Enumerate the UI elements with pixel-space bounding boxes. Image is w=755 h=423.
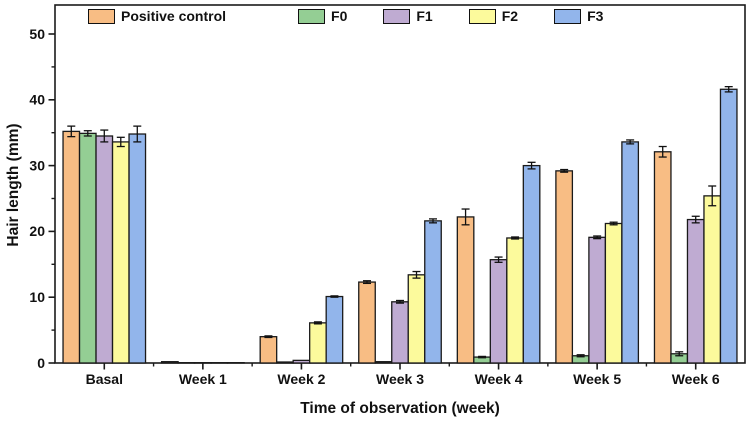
bar bbox=[62, 130, 81, 364]
bar bbox=[456, 216, 475, 364]
positive-control-swatch bbox=[88, 8, 115, 24]
bar bbox=[555, 170, 574, 364]
f0-label: F0 bbox=[331, 8, 348, 24]
positive-control-label: Positive control bbox=[121, 8, 227, 24]
bar bbox=[604, 222, 623, 364]
bar bbox=[276, 361, 294, 364]
x-tick-label: Week 5 bbox=[573, 371, 621, 387]
bar bbox=[259, 336, 278, 364]
bar bbox=[506, 237, 524, 364]
bar bbox=[292, 359, 311, 364]
bar bbox=[358, 281, 376, 364]
f2-label: F2 bbox=[501, 8, 519, 24]
legend-item-f3: F3 bbox=[554, 8, 604, 24]
bar bbox=[95, 135, 114, 364]
bar bbox=[111, 141, 130, 364]
legend-item-f0: F0 bbox=[298, 8, 348, 24]
y-tick-label: 30 bbox=[29, 157, 45, 173]
f1-label: F1 bbox=[416, 8, 433, 24]
bar bbox=[424, 220, 442, 364]
f2-swatch bbox=[468, 8, 496, 24]
f3-label: F3 bbox=[587, 8, 604, 24]
bar bbox=[128, 133, 147, 364]
bar bbox=[391, 301, 409, 364]
bar bbox=[522, 164, 541, 364]
y-tick-label: 20 bbox=[29, 223, 45, 239]
chart-legend: Positive control F0 F1 F2 F3 bbox=[88, 6, 639, 26]
x-tick-label: Week 1 bbox=[179, 371, 227, 387]
legend-item-f1: F1 bbox=[383, 8, 433, 24]
bar bbox=[621, 141, 640, 364]
bar bbox=[653, 151, 672, 364]
x-tick-label: Basal bbox=[86, 371, 123, 387]
bar bbox=[160, 361, 179, 364]
bar bbox=[78, 132, 97, 364]
bar bbox=[703, 195, 722, 364]
legend-item-positive-control: Positive control bbox=[88, 8, 227, 24]
bar bbox=[374, 361, 393, 364]
bar bbox=[407, 274, 426, 364]
legend-item-f2: F2 bbox=[468, 8, 519, 24]
y-tick-label: 50 bbox=[29, 26, 45, 42]
y-axis-title: Hair length (mm) bbox=[5, 123, 22, 247]
x-tick-label: Week 4 bbox=[475, 371, 523, 387]
bar bbox=[325, 295, 344, 364]
bar bbox=[719, 88, 738, 364]
x-tick-label: Week 6 bbox=[672, 371, 720, 387]
f0-swatch bbox=[298, 8, 326, 24]
y-tick-label: 0 bbox=[37, 355, 45, 371]
x-tick-label: Week 2 bbox=[277, 371, 325, 387]
bar bbox=[309, 322, 327, 364]
f3-swatch bbox=[554, 8, 582, 24]
f1-swatch bbox=[383, 8, 411, 24]
x-axis-title: Time of observation (week) bbox=[300, 400, 500, 417]
y-tick-label: 10 bbox=[29, 289, 45, 305]
bar bbox=[686, 218, 705, 364]
y-tick-label: 40 bbox=[29, 92, 45, 108]
bar bbox=[588, 236, 607, 364]
bar bbox=[489, 259, 508, 364]
x-tick-label: Week 3 bbox=[376, 371, 424, 387]
